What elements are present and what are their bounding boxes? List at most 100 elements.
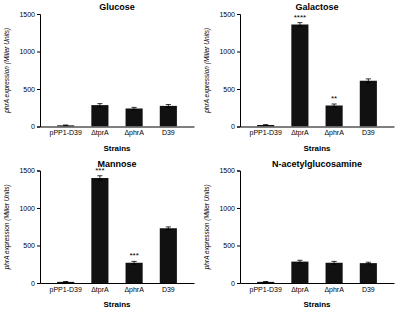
tick: 500 xyxy=(23,242,40,249)
error-bar xyxy=(366,79,371,83)
tick: 0 xyxy=(31,280,40,287)
bar xyxy=(360,263,377,283)
panel: ******050010001500pPP1-D39ΔtprAΔphrAD39M… xyxy=(3,159,195,310)
error-bar xyxy=(332,261,337,264)
tick: 1000 xyxy=(19,205,40,212)
tick: pPP1-D39 xyxy=(250,129,282,137)
tick-label: 1000 xyxy=(219,205,235,212)
plot-area xyxy=(257,260,377,283)
bar xyxy=(360,81,377,127)
tick-mark xyxy=(37,283,40,284)
error-bar xyxy=(63,281,68,283)
tick-label: 500 xyxy=(223,86,235,93)
bar xyxy=(57,282,74,283)
tick-label: ΔphrA xyxy=(324,129,344,137)
tick: 1500 xyxy=(219,167,240,174)
tick-label: 0 xyxy=(31,123,35,130)
bar xyxy=(326,263,343,283)
y-axis: 0 500 1000 1500 xyxy=(219,11,240,130)
error-bar xyxy=(332,104,337,107)
tick: 0 xyxy=(31,123,40,130)
tick-label: 1500 xyxy=(219,11,235,18)
bar xyxy=(57,125,74,126)
tick: 1000 xyxy=(19,48,40,55)
axis-line xyxy=(41,283,195,284)
error-bar xyxy=(63,125,68,127)
tick-label: 500 xyxy=(23,242,35,249)
tick: 1000 xyxy=(219,205,240,212)
tick-mark xyxy=(237,208,240,209)
y-axis-title: phrA expression (Miller Units) xyxy=(3,28,11,114)
tick-label: 1500 xyxy=(219,167,235,174)
tick-label: 1000 xyxy=(19,205,35,212)
error-bar xyxy=(132,261,137,264)
error-bar xyxy=(166,105,171,108)
tick: 1500 xyxy=(219,11,240,18)
tick-label: D39 xyxy=(162,129,175,136)
tick: 500 xyxy=(223,242,240,249)
error-bar xyxy=(263,124,268,126)
tick-label: ΔtprA xyxy=(291,129,309,137)
plot-area xyxy=(57,176,177,283)
error-bar xyxy=(166,227,171,230)
tick-mark xyxy=(237,52,240,53)
error-bar xyxy=(97,104,102,107)
plot-area xyxy=(257,23,377,127)
panel: 050010001500pPP1-D39ΔtprAΔphrAD39Glucose… xyxy=(3,2,195,153)
significance-label: *** xyxy=(129,251,138,260)
bar xyxy=(326,106,343,127)
tick: 1000 xyxy=(219,48,240,55)
bar xyxy=(126,109,143,127)
error-bar xyxy=(132,107,137,109)
error-bar xyxy=(263,281,268,283)
tick-label: 0 xyxy=(231,280,235,287)
tick: D39 xyxy=(162,129,175,136)
title: Mannose xyxy=(97,159,136,169)
bar xyxy=(91,178,108,283)
tick: ΔtprA xyxy=(291,286,309,294)
tick-mark xyxy=(237,14,240,15)
tick: ΔtprA xyxy=(91,129,109,137)
axis-line xyxy=(37,15,41,128)
tick-mark xyxy=(237,127,240,128)
plot-area xyxy=(57,104,177,127)
bar xyxy=(291,25,308,127)
tick-mark xyxy=(37,52,40,53)
tick-label: 1000 xyxy=(19,48,35,55)
tick-label: ΔphrA xyxy=(324,286,344,294)
y-axis: 0 500 1000 1500 xyxy=(219,167,240,286)
x-axis-title: Strains xyxy=(103,300,131,309)
tick: ΔphrA xyxy=(324,286,344,294)
bar xyxy=(257,282,274,283)
bar xyxy=(291,262,308,283)
tick-label: 500 xyxy=(223,242,235,249)
title: N-acetylglucosamine xyxy=(272,159,362,169)
tick: 500 xyxy=(23,86,40,93)
tick: ΔphrA xyxy=(324,129,344,137)
tick-mark xyxy=(237,246,240,247)
significance-label: **** xyxy=(294,13,306,22)
figure: 0 500 1000 1500 pPP1-D39 ΔtprA ΔphrA D39 Glucose… xyxy=(0,0,400,313)
title: Galactose xyxy=(295,2,338,12)
tick-label: ΔtprA xyxy=(291,286,309,294)
tick: 500 xyxy=(223,86,240,93)
tick-label: pPP1-D39 xyxy=(50,129,82,137)
y-axis: 050010001500 xyxy=(19,11,40,130)
y-axis: 0 500 1000 1500 xyxy=(19,167,40,286)
bar xyxy=(160,228,177,283)
axis-line xyxy=(237,15,241,128)
bar xyxy=(257,125,274,127)
error-bar xyxy=(366,262,371,264)
title: Glucose xyxy=(99,2,135,12)
tick: 0 xyxy=(231,123,240,130)
tick-mark xyxy=(237,171,240,172)
tick-mark xyxy=(37,127,40,128)
tick-label: D39 xyxy=(362,286,375,293)
axis-line xyxy=(241,283,395,284)
tick: ΔtprA xyxy=(291,129,309,137)
y-axis-title: phrA expression (Miller Units) xyxy=(203,184,211,270)
x-axis: pPP1-D39ΔtprAΔphrAD39 xyxy=(241,127,395,137)
tick-label: 1500 xyxy=(19,167,35,174)
error-bar xyxy=(97,176,102,181)
tick-label: 0 xyxy=(231,123,235,130)
